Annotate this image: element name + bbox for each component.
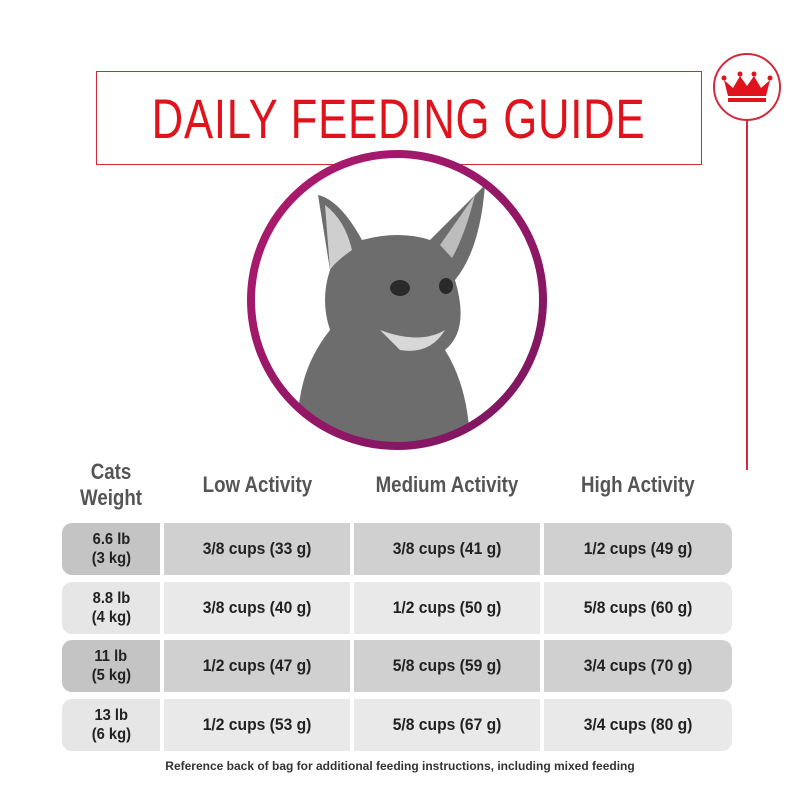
- column-header: Cats Weight: [66, 455, 156, 515]
- weight-lb: 8.8 lb: [92, 590, 130, 607]
- value-text: 1/2 cups (49 g): [583, 539, 693, 558]
- value-cell: 5/8 cups (60 g): [544, 582, 732, 634]
- graphics: [247, 53, 781, 470]
- value-text: 3/8 cups (40 g): [202, 598, 312, 617]
- value-text: 1/2 cups (47 g): [202, 656, 312, 675]
- value-text: 1/2 cups (50 g): [392, 598, 502, 617]
- value-cell: 1/2 cups (53 g): [164, 699, 350, 751]
- value-cell: 1/2 cups (50 g): [354, 582, 540, 634]
- value-cell: 3/8 cups (41 g): [354, 523, 540, 575]
- weight-kg: (3 kg): [91, 550, 131, 567]
- column-header-text: Medium Activity: [375, 472, 519, 497]
- value-text: 1/2 cups (53 g): [202, 715, 312, 734]
- weight-lb: 13 lb: [94, 707, 128, 724]
- value-text: 5/8 cups (67 g): [392, 715, 502, 734]
- value-cell: 3/4 cups (80 g): [544, 699, 732, 751]
- value-text: 5/8 cups (59 g): [392, 656, 502, 675]
- value-text: 3/8 cups (33 g): [202, 539, 312, 558]
- weight-lb: 11 lb: [94, 648, 128, 665]
- column-header-text: Low Activity: [202, 472, 312, 497]
- value-cell: 3/8 cups (40 g): [164, 582, 350, 634]
- column-header: Medium Activity: [354, 455, 540, 515]
- title: DAILY FEEDING GUIDE: [152, 86, 646, 150]
- footnote: Reference back of bag for additional fee…: [165, 759, 635, 773]
- weight-cell: 6.6 lb (3 kg): [62, 523, 160, 575]
- value-text: 3/4 cups (70 g): [583, 656, 693, 675]
- weight-lb: 6.6 lb: [92, 531, 130, 548]
- value-text: 3/4 cups (80 g): [583, 715, 693, 734]
- value-cell: 5/8 cups (67 g): [354, 699, 540, 751]
- column-header-text: High Activity: [581, 472, 695, 497]
- weight-cell: 11 lb (5 kg): [62, 640, 160, 692]
- value-cell: 3/4 cups (70 g): [544, 640, 732, 692]
- value-text: 5/8 cups (60 g): [583, 598, 693, 617]
- value-cell: 5/8 cups (59 g): [354, 640, 540, 692]
- weight-kg: (6 kg): [91, 726, 131, 743]
- column-header: High Activity: [544, 455, 732, 515]
- column-header: Low Activity: [164, 455, 350, 515]
- value-cell: 1/2 cups (49 g): [544, 523, 732, 575]
- weight-kg: (5 kg): [91, 667, 131, 684]
- column-header-text: Cats Weight: [80, 459, 142, 510]
- value-text: 3/8 cups (41 g): [392, 539, 502, 558]
- value-cell: 3/8 cups (33 g): [164, 523, 350, 575]
- weight-kg: (4 kg): [91, 609, 131, 626]
- weight-cell: 8.8 lb (4 kg): [62, 582, 160, 634]
- value-cell: 1/2 cups (47 g): [164, 640, 350, 692]
- weight-cell: 13 lb (6 kg): [62, 699, 160, 751]
